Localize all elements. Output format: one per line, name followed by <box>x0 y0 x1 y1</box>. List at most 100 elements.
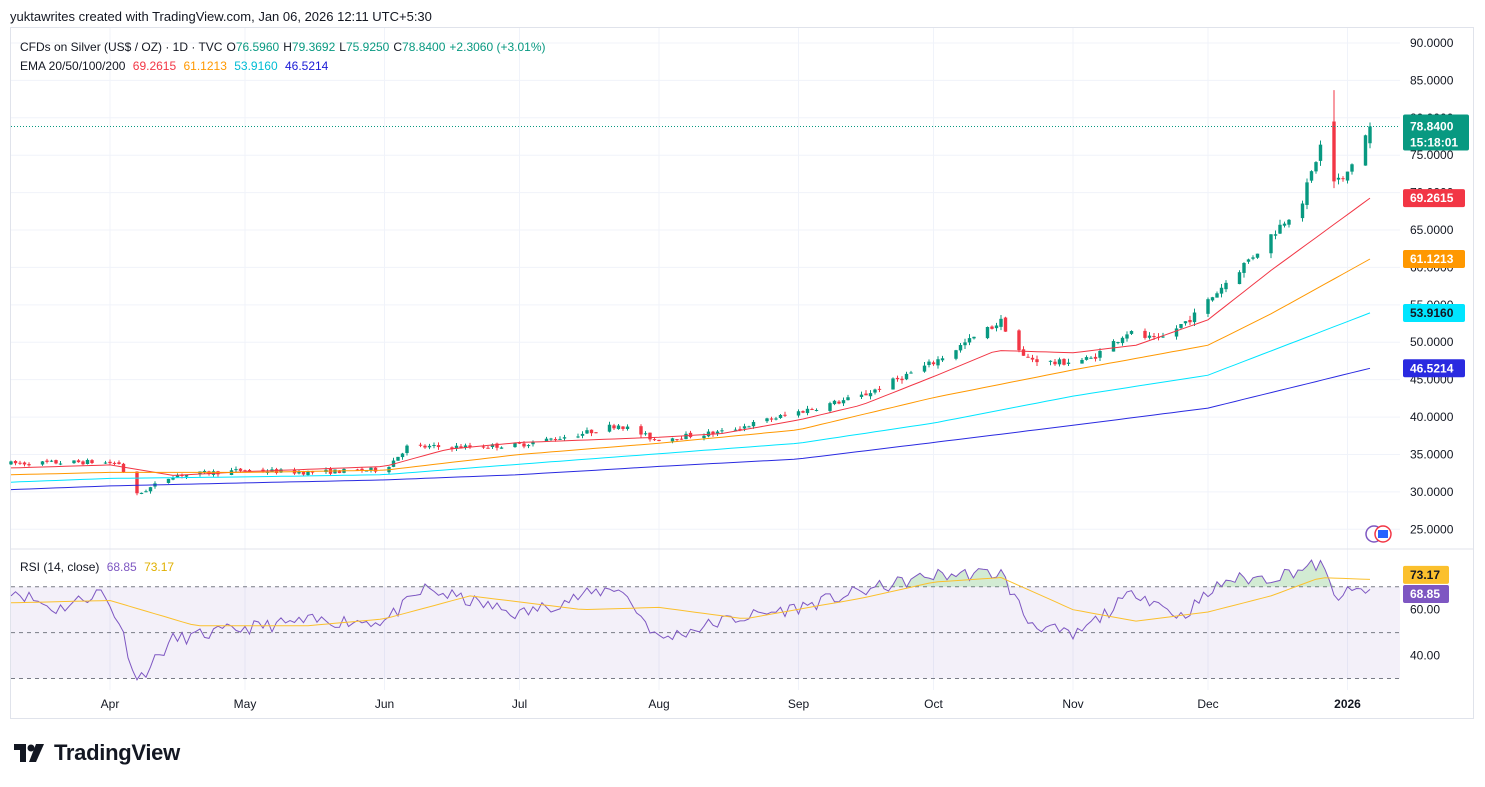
candle-body <box>783 414 787 416</box>
candle-body <box>639 426 643 435</box>
rsi-tick-label: 60.00 <box>1410 603 1440 617</box>
candle-body <box>612 425 616 429</box>
candle-body <box>436 445 441 448</box>
candle-body <box>454 445 459 449</box>
candle-body <box>238 468 243 471</box>
ema20-badge: 69.2615 <box>1410 191 1454 205</box>
candle-body <box>1161 336 1165 338</box>
high-value: 79.3692 <box>291 40 336 54</box>
candle-body <box>1210 297 1215 301</box>
candle-body <box>814 409 819 411</box>
candle-body <box>657 439 661 442</box>
candle-body <box>1021 349 1026 356</box>
candle-body <box>967 338 972 343</box>
candle-body <box>715 431 720 434</box>
candle-body <box>1237 272 1242 285</box>
x-tick-label: May <box>234 697 257 711</box>
candle-body <box>513 442 517 448</box>
candle-body <box>990 326 994 329</box>
x-tick-label: Nov <box>1062 697 1083 711</box>
low-value: 75.9250 <box>345 40 390 54</box>
candle-body <box>1336 177 1341 180</box>
countdown-badge: 15:18:01 <box>1410 135 1458 149</box>
candle-body <box>679 438 684 440</box>
candle-body <box>1219 287 1224 294</box>
candle-body <box>1048 360 1053 362</box>
candle-body <box>54 460 58 464</box>
candle-body <box>774 418 778 420</box>
candle-body <box>1215 293 1219 298</box>
candle-body <box>1080 359 1084 364</box>
candle-body <box>1111 341 1116 352</box>
candle-body <box>675 439 679 441</box>
candle-body <box>22 462 27 465</box>
last-price-badge: 78.8400 <box>1410 119 1454 133</box>
candle-body <box>373 467 378 472</box>
candle-body <box>747 426 751 428</box>
candle-body <box>171 477 175 480</box>
x-tick-label: Apr <box>101 697 120 711</box>
candle-body <box>1129 331 1134 334</box>
candle-body <box>832 400 837 405</box>
candle-body <box>175 475 180 478</box>
candle-body <box>1251 257 1255 259</box>
ema-legend: EMA 20/50/100/200 69.2615 61.1213 53.916… <box>20 59 332 73</box>
ema20-badge-bg <box>1403 189 1465 208</box>
x-tick-label: Sep <box>788 697 810 711</box>
candle-body <box>481 446 486 448</box>
candle-body <box>562 437 567 439</box>
candle-body <box>13 460 18 464</box>
candle-body <box>553 439 558 441</box>
candle-body <box>364 470 369 472</box>
candle-body <box>625 426 630 430</box>
candle-body <box>751 421 756 427</box>
y-tick-label: 65.0000 <box>1410 223 1454 237</box>
candle-body <box>459 446 463 449</box>
candle-body <box>1035 359 1039 363</box>
candle-body <box>1062 358 1066 365</box>
change-value: +2.3060 (+3.01%) <box>449 40 546 54</box>
y-tick-label: 25.0000 <box>1410 522 1454 536</box>
candle-body <box>904 373 909 380</box>
y-tick-label: 50.0000 <box>1410 335 1454 349</box>
chart-frame[interactable] <box>10 27 1474 719</box>
candle-body <box>594 432 598 434</box>
rsi-legend: RSI (14, close) 68.85 73.17 <box>20 560 178 574</box>
candle-body <box>355 469 360 471</box>
candle-body <box>868 393 873 397</box>
tradingview-logo[interactable]: TradingView <box>12 740 180 766</box>
rsi-ma-value: 73.17 <box>144 560 175 574</box>
candle-body <box>499 447 504 449</box>
candle-body <box>1053 361 1057 365</box>
candle-body <box>810 409 814 411</box>
candle-body <box>1147 335 1152 338</box>
candle-body <box>643 433 648 435</box>
candle-body <box>580 433 585 436</box>
candle-body <box>1093 356 1098 359</box>
x-tick-label: 2026 <box>1334 697 1361 711</box>
candle-body <box>117 462 121 464</box>
candle-body <box>468 445 472 448</box>
y-tick-label: 75.0000 <box>1410 148 1454 162</box>
ema200-value: 46.5214 <box>284 59 329 73</box>
candle-body <box>544 438 549 442</box>
candle-body <box>1188 319 1192 323</box>
candle-body <box>940 358 945 361</box>
candle-body <box>40 461 45 465</box>
candle-body <box>1273 234 1278 236</box>
candle-body <box>1116 342 1120 344</box>
x-tick-label: Jun <box>375 697 394 711</box>
candle-body <box>274 469 279 474</box>
candle-body <box>936 359 940 366</box>
close-value: 78.8400 <box>402 40 446 54</box>
candle-body <box>837 401 841 404</box>
candle-body <box>27 464 31 466</box>
ema20-value: 69.2615 <box>132 59 177 73</box>
ema50-badge: 61.1213 <box>1410 252 1454 266</box>
candle-body <box>841 400 846 404</box>
candle-body <box>1098 350 1102 358</box>
y-tick-label: 90.0000 <box>1410 36 1454 50</box>
close-label: C <box>393 40 403 54</box>
candle-body <box>247 469 252 471</box>
